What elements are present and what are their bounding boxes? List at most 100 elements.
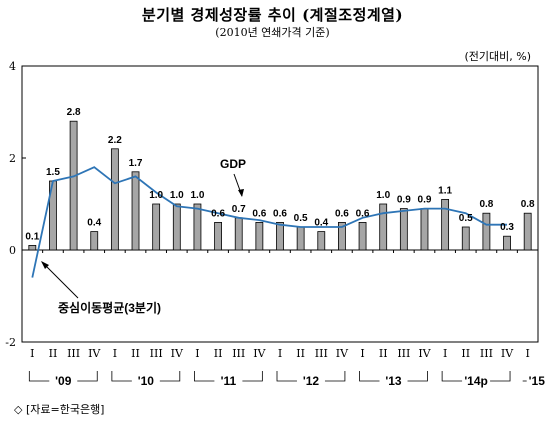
bar <box>358 221 367 251</box>
quarter-label: III <box>232 347 245 360</box>
annotation-moving-average: 중심이동평균(3분기) <box>58 300 161 315</box>
quarter-label: II <box>461 347 470 360</box>
quarter-label: II <box>49 347 58 360</box>
quarter-label: II <box>296 347 305 360</box>
value-label: 0.6 <box>211 208 225 219</box>
plot-frame <box>21 65 539 343</box>
annotation-ma-arrow <box>41 261 79 299</box>
value-label: 0.6 <box>356 208 370 219</box>
value-label: 0.5 <box>294 213 308 224</box>
value-label: 0.4 <box>314 218 328 229</box>
quarter-label: III <box>480 347 493 360</box>
quarter-label: IV <box>501 347 514 360</box>
value-label: 0.1 <box>25 231 39 242</box>
value-label: 0.8 <box>521 199 535 210</box>
bar <box>441 198 450 251</box>
bar <box>255 221 264 251</box>
bar <box>110 148 119 251</box>
value-label: 1.7 <box>129 158 143 169</box>
bar <box>193 203 202 251</box>
value-label: 0.9 <box>397 195 411 206</box>
moving-average-line <box>31 166 508 278</box>
value-label: 0.9 <box>418 195 432 206</box>
year-bracket <box>28 371 50 382</box>
annotation-ma-arrowhead <box>41 261 49 269</box>
bar <box>399 208 408 251</box>
bar <box>482 212 491 251</box>
year-bracket <box>324 371 346 382</box>
value-label: 1.0 <box>170 190 184 201</box>
quarter-label: II <box>379 347 388 360</box>
year-bracket <box>359 371 380 382</box>
annotation-group: GDP 중심이동평균(3분기) <box>41 157 246 315</box>
bar <box>338 221 346 251</box>
bar <box>317 231 326 251</box>
value-label: 0.3 <box>500 222 514 233</box>
moving-average-group <box>31 166 508 278</box>
quarter-label: III <box>150 347 163 360</box>
annotation-gdp-arrowhead <box>238 189 244 197</box>
chart-subtitle: (2010년 연쇄가격 기준) <box>215 26 330 39</box>
y-tick-label: 0 <box>9 244 16 257</box>
year-bracket <box>111 371 132 382</box>
bar <box>28 244 37 251</box>
y-tick-label: 4 <box>9 60 16 73</box>
bar <box>214 221 222 251</box>
quarter-label: I <box>526 347 530 360</box>
bar <box>69 120 78 251</box>
y-tick-label: 2 <box>9 152 16 165</box>
quarter-label: I <box>278 347 282 360</box>
year-bracket <box>407 371 428 382</box>
quarter-label: I <box>30 347 34 360</box>
year-label: '10 <box>138 374 155 388</box>
bar <box>461 226 470 251</box>
year-label: '09 <box>55 374 72 388</box>
quarter-label: IV <box>418 347 431 360</box>
value-label: 0.5 <box>459 213 473 224</box>
quarter-label: I <box>113 347 117 360</box>
quarter-label: IV <box>336 347 349 360</box>
source-note: ◇ [자료=한국은행] <box>14 403 105 416</box>
year-label: '13 <box>385 374 402 388</box>
value-label: 1.0 <box>190 190 204 201</box>
bar <box>276 221 284 251</box>
bar-group <box>28 120 532 251</box>
bar <box>523 212 532 251</box>
value-label: 1.0 <box>149 190 163 201</box>
bar <box>420 208 429 251</box>
bar <box>379 203 388 251</box>
year-label: '14p <box>464 374 488 388</box>
year-bracket <box>159 371 181 382</box>
bar <box>172 203 181 251</box>
quarter-label: III <box>315 347 328 360</box>
year-bracket <box>490 371 511 382</box>
x-axis-group: I II III IV I II III IV I II III IV I II III IV I II III IV… <box>28 347 545 388</box>
quarter-label: III <box>397 347 410 360</box>
quarter-label: III <box>67 347 80 360</box>
chart-title: 분기별 경제성장률 추이 (계절조정계열) <box>141 6 404 24</box>
value-label: 1.1 <box>438 185 452 196</box>
year-bracket <box>441 371 463 382</box>
year-label: '11 <box>221 374 237 388</box>
value-label: 1.0 <box>376 190 390 201</box>
unit-label: (전기대비, %) <box>464 50 531 63</box>
year-bracket <box>77 371 98 382</box>
quarter-label: II <box>131 347 140 360</box>
bar <box>90 231 99 251</box>
bar <box>503 235 511 251</box>
quarter-label: IV <box>253 347 266 360</box>
quarter-label: II <box>214 347 223 360</box>
bar <box>234 217 243 251</box>
value-label: 0.6 <box>252 208 266 219</box>
quarter-label: I <box>195 347 199 360</box>
quarter-label: I <box>443 347 447 360</box>
chart-axes: -2 0 2 4 <box>5 60 539 349</box>
value-label: 0.6 <box>273 208 287 219</box>
value-label: 0.6 <box>335 208 349 219</box>
y-tick-label: -2 <box>5 336 16 349</box>
value-label: 0.7 <box>232 204 246 215</box>
value-label: 0.8 <box>479 199 493 210</box>
value-label: 1.5 <box>46 167 60 178</box>
annotation-gdp: GDP <box>220 157 246 171</box>
